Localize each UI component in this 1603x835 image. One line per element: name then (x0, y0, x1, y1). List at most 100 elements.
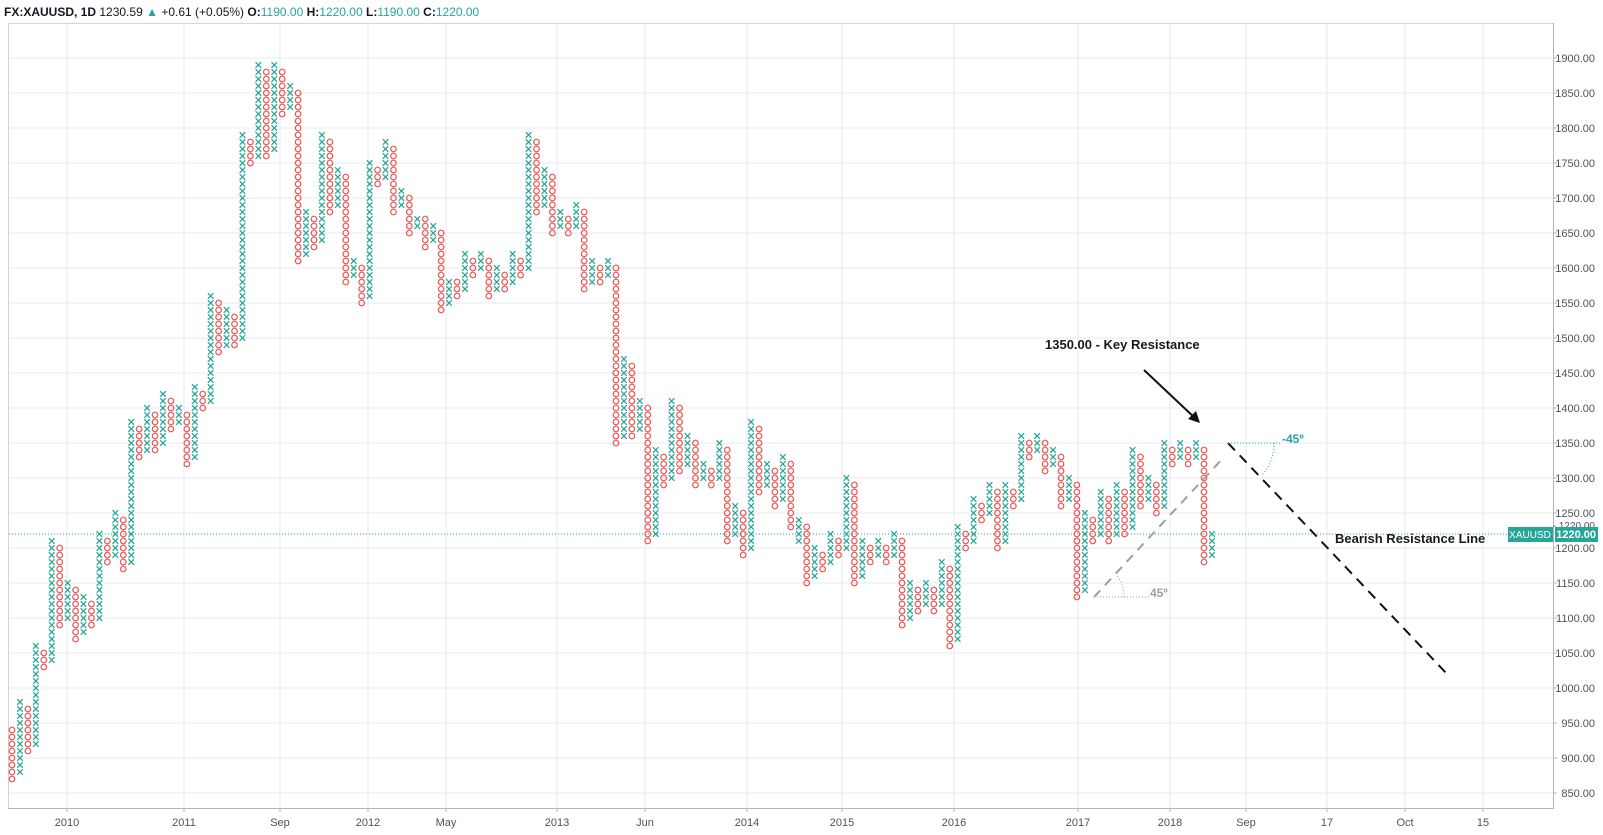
symbol-title[interactable]: FX:XAUUSD, 1D (4, 5, 97, 19)
x-box (1018, 474, 1025, 482)
o-box (612, 285, 620, 293)
x-box (64, 607, 71, 615)
x-stroke (779, 495, 787, 503)
x-box (1065, 495, 1073, 503)
o-box (485, 257, 493, 265)
x-box (620, 397, 628, 405)
o-box (994, 530, 1001, 538)
o-box (437, 243, 445, 251)
o-box (56, 607, 64, 615)
o-box (612, 306, 620, 314)
x-box (127, 502, 135, 510)
x-stroke (64, 600, 71, 608)
x-stroke (493, 278, 501, 286)
o-box (644, 474, 652, 482)
o-box (326, 159, 334, 167)
o-box (135, 432, 143, 440)
x-box (1192, 439, 1200, 447)
time-axis[interactable]: 2010 2011 Sep 2012 May 2013 Jun 2014 2015 2016 201… (55, 808, 1489, 829)
o-box (517, 264, 525, 272)
x-box (112, 530, 119, 538)
price-tick-label: 950.00 (1561, 718, 1595, 730)
x-stroke (1129, 523, 1136, 531)
x-box (366, 222, 373, 230)
x-box (207, 390, 214, 398)
x-box (668, 404, 675, 412)
o-box (262, 103, 270, 111)
x-box (112, 551, 119, 559)
x-stroke (48, 614, 55, 622)
x-box (668, 439, 675, 447)
o-box (612, 355, 620, 363)
x-box (143, 411, 151, 419)
o-box (24, 719, 32, 727)
x-stroke (1208, 530, 1216, 538)
x-stroke (127, 502, 135, 510)
drawings[interactable] (1093, 369, 1448, 675)
o-box (72, 621, 79, 629)
x-box (255, 145, 262, 153)
x-box (970, 509, 977, 517)
x-stroke (1145, 488, 1152, 496)
x-stroke (16, 761, 24, 769)
o-box (850, 495, 858, 503)
x-box (334, 194, 342, 202)
price-axis[interactable]: 850.00900.00950.001000.001050.001100.001… (1508, 53, 1598, 800)
x-box (223, 320, 230, 328)
x-box (255, 96, 262, 104)
price-tick-label: 1100.00 (1556, 613, 1595, 625)
o-box (342, 229, 350, 237)
x-stroke (302, 243, 310, 251)
x-stroke (239, 264, 246, 272)
o-box (215, 348, 223, 356)
x-stroke (64, 614, 71, 622)
x-box (747, 474, 755, 482)
o-box (533, 145, 540, 153)
o-box (612, 362, 620, 370)
x-stroke (970, 537, 977, 545)
x-stroke (1129, 460, 1136, 468)
x-box (1161, 488, 1168, 496)
o-box (914, 607, 922, 615)
x-box (1002, 509, 1009, 517)
x-box (239, 292, 246, 300)
x-box (572, 215, 580, 223)
x-box (811, 551, 818, 559)
o-box (294, 159, 302, 167)
x-stroke (270, 75, 278, 83)
x-box (302, 222, 310, 230)
o-box (342, 243, 350, 251)
price-tick-label: 850.00 (1561, 788, 1595, 800)
o-box (437, 271, 445, 279)
x-box (286, 96, 294, 104)
x-box (255, 82, 262, 90)
o-box (405, 229, 413, 237)
x-box (1065, 474, 1073, 482)
x-box (731, 502, 739, 510)
price-tick-label: 1000.00 (1555, 683, 1595, 695)
o-box (247, 145, 254, 153)
o-box (548, 194, 556, 202)
x-stroke (1002, 530, 1009, 538)
x-stroke (668, 425, 675, 433)
x-stroke (859, 565, 866, 573)
o-box (803, 544, 811, 552)
x-box (525, 201, 532, 209)
x-stroke (954, 628, 961, 636)
o-box (1168, 453, 1176, 461)
x-box (16, 705, 24, 713)
x-box (48, 565, 55, 573)
o-box (40, 649, 48, 657)
x-stroke (922, 586, 930, 594)
x-box (747, 502, 755, 510)
price-tick-label: 1750.00 (1555, 158, 1595, 170)
x-box (318, 180, 326, 188)
x-box (986, 488, 993, 496)
x-stroke (96, 558, 103, 566)
o-box (215, 299, 223, 307)
o-box (247, 138, 254, 146)
time-tick-label: 2014 (735, 817, 759, 829)
x-stroke (334, 187, 342, 195)
x-box (652, 453, 659, 461)
